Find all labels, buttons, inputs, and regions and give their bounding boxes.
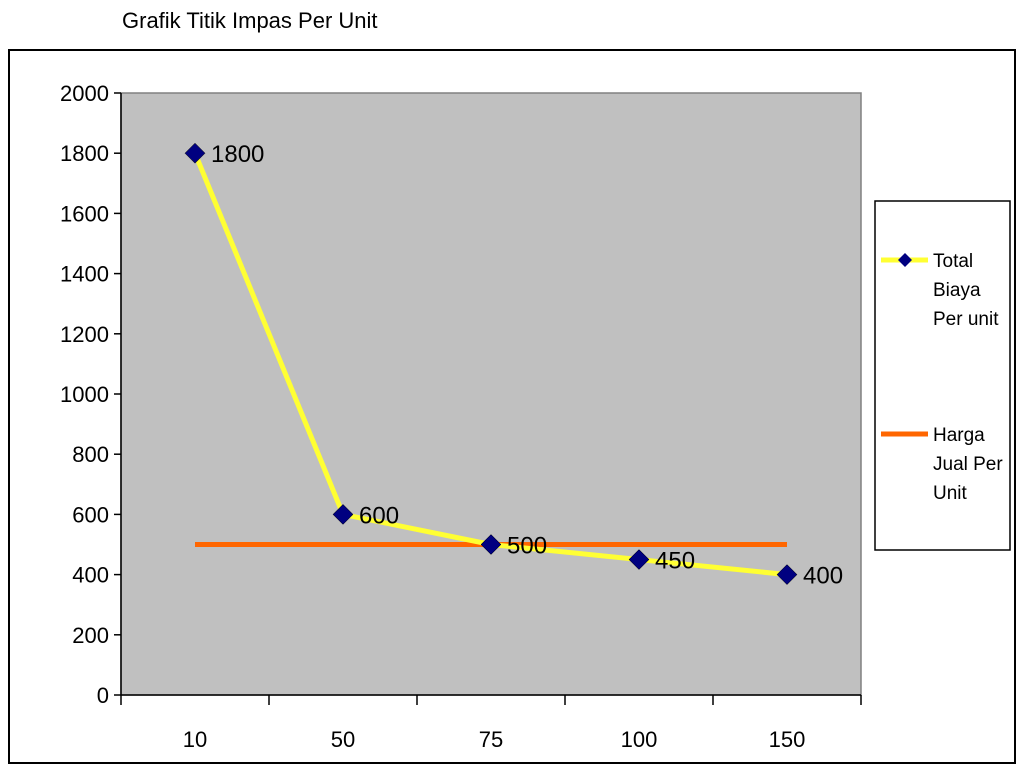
data-label: 400 — [803, 563, 843, 590]
y-tick-label: 2000 — [60, 81, 109, 106]
data-label: 600 — [359, 502, 399, 529]
x-tick-label: 150 — [769, 727, 806, 752]
legend-label-1: Biaya — [933, 280, 981, 301]
y-tick-label: 1400 — [60, 262, 109, 287]
y-tick-label: 200 — [72, 623, 109, 648]
y-tick-label: 1600 — [60, 201, 109, 226]
data-label: 1800 — [211, 141, 264, 168]
x-axis: 10 50 75 100 150 — [120, 694, 862, 752]
y-tick-label: 1800 — [60, 141, 109, 166]
x-tick-label: 75 — [479, 727, 503, 752]
x-tick-label: 50 — [331, 727, 355, 752]
legend-label-1: Total — [933, 251, 973, 272]
chart-title: Grafik Titik Impas Per Unit — [122, 8, 378, 33]
plot-area — [120, 92, 862, 696]
y-tick-label: 1000 — [60, 382, 109, 407]
legend-label-2: Unit — [933, 483, 968, 504]
y-tick-label: 1200 — [60, 322, 109, 347]
series-1-point — [776, 564, 798, 585]
y-tick-label: 400 — [72, 563, 109, 588]
series-1-point — [184, 142, 206, 164]
series-1-point — [628, 549, 650, 570]
legend-label-2: Jual Per — [933, 454, 1003, 475]
series-layer: 1800 600 500 450 400 — [184, 141, 843, 590]
series-1-point — [332, 504, 354, 525]
data-label: 450 — [655, 548, 695, 575]
legend-label-1: Per unit — [933, 309, 999, 330]
y-tick-label: 0 — [97, 683, 109, 708]
x-tick-label: 10 — [183, 727, 207, 752]
data-label: 500 — [507, 533, 547, 560]
legend-label-2: Harga — [933, 425, 985, 446]
legend: Total Biaya Per unit Harga Jual Per Unit — [874, 200, 1011, 551]
series-1-point — [480, 534, 502, 555]
y-axis: 0 200 400 600 800 1000 1200 1400 1600 1800 2000 — [60, 81, 122, 708]
x-tick-label: 100 — [621, 727, 658, 752]
legend-marker-1 — [898, 253, 912, 267]
y-tick-label: 800 — [72, 442, 109, 467]
y-tick-label: 600 — [72, 502, 109, 527]
